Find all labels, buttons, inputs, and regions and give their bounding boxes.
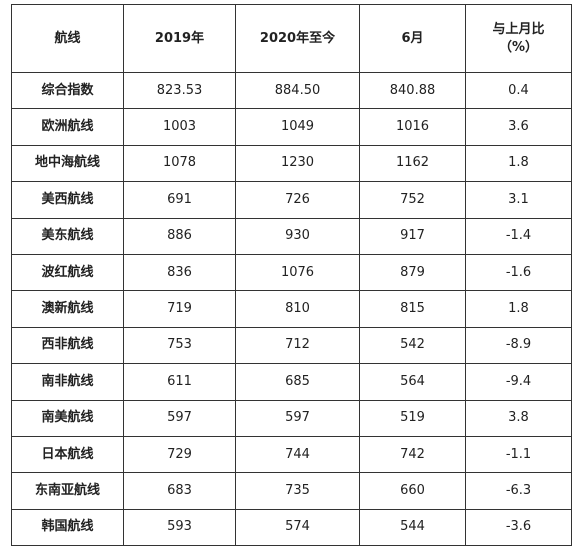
value-2020-to-date-cell: 726 <box>235 181 360 219</box>
route-cell: 美西航线 <box>11 181 124 219</box>
freight-index-table: 航线 2019年 2020年至今 6月 与上月比 （%） 综合指数 823.53 8… <box>11 4 572 547</box>
table-row: 美西航线 691 726 752 3.1 <box>11 181 572 219</box>
route-cell: 南美航线 <box>11 399 124 437</box>
value-june-cell: 840.88 <box>359 71 466 110</box>
mom-change-cell: -1.6 <box>465 253 572 292</box>
route-cell: 西非航线 <box>11 326 124 365</box>
table-row: 澳新航线 719 810 815 1.8 <box>11 290 572 328</box>
table-row: 南非航线 611 685 564 -9.4 <box>11 363 572 401</box>
route-cell: 波红航线 <box>11 253 124 292</box>
value-2020-to-date-cell: 810 <box>235 290 360 328</box>
table-row: 南美航线 597 597 519 3.8 <box>11 399 572 437</box>
value-june-cell: 917 <box>359 217 466 255</box>
mom-change-cell: 3.6 <box>465 108 572 146</box>
value-2020-to-date-cell: 685 <box>235 363 360 401</box>
mom-change-cell: 3.8 <box>465 399 572 437</box>
mom-change-cell: -6.3 <box>465 472 572 510</box>
mom-change-cell: -9.4 <box>465 363 572 401</box>
mom-change-cell: -1.1 <box>465 435 572 474</box>
value-2019-cell: 597 <box>123 399 236 437</box>
header-june: 6月 <box>359 4 466 73</box>
table-row: 地中海航线 1078 1230 1162 1.8 <box>11 144 572 183</box>
table-row: 日本航线 729 744 742 -1.1 <box>11 435 572 474</box>
table-row: 波红航线 836 1076 879 -1.6 <box>11 253 572 292</box>
table-row: 综合指数 823.53 884.50 840.88 0.4 <box>11 71 572 110</box>
table-row: 欧洲航线 1003 1049 1016 3.6 <box>11 108 572 146</box>
value-2020-to-date-cell: 735 <box>235 472 360 510</box>
value-2020-to-date-cell: 1049 <box>235 108 360 146</box>
value-2019-cell: 1003 <box>123 108 236 146</box>
value-2020-to-date-cell: 597 <box>235 399 360 437</box>
route-cell: 东南亚航线 <box>11 472 124 510</box>
value-2019-cell: 719 <box>123 290 236 328</box>
route-cell: 澳新航线 <box>11 290 124 328</box>
header-mom-change-unit: （%） <box>498 39 539 55</box>
value-2019-cell: 753 <box>123 326 236 365</box>
mom-change-cell: 0.4 <box>465 71 572 110</box>
route-cell: 欧洲航线 <box>11 108 124 146</box>
table-row: 美东航线 886 930 917 -1.4 <box>11 217 572 255</box>
value-2020-to-date-cell: 884.50 <box>235 71 360 110</box>
route-cell: 地中海航线 <box>11 144 124 183</box>
value-2019-cell: 823.53 <box>123 71 236 110</box>
value-2020-to-date-cell: 712 <box>235 326 360 365</box>
route-cell: 美东航线 <box>11 217 124 255</box>
header-2020-to-date: 2020年至今 <box>235 4 360 73</box>
value-2019-cell: 683 <box>123 472 236 510</box>
value-2020-to-date-cell: 1076 <box>235 253 360 292</box>
value-june-cell: 879 <box>359 253 466 292</box>
value-2019-cell: 593 <box>123 508 236 547</box>
table-row: 西非航线 753 712 542 -8.9 <box>11 326 572 365</box>
value-june-cell: 1162 <box>359 144 466 183</box>
value-june-cell: 544 <box>359 508 466 547</box>
header-row: 航线 2019年 2020年至今 6月 与上月比 （%） <box>11 4 572 73</box>
value-2019-cell: 1078 <box>123 144 236 183</box>
value-2020-to-date-cell: 574 <box>235 508 360 547</box>
value-june-cell: 815 <box>359 290 466 328</box>
value-june-cell: 564 <box>359 363 466 401</box>
mom-change-cell: 1.8 <box>465 290 572 328</box>
value-2019-cell: 729 <box>123 435 236 474</box>
value-june-cell: 742 <box>359 435 466 474</box>
value-june-cell: 1016 <box>359 108 466 146</box>
value-2020-to-date-cell: 1230 <box>235 144 360 183</box>
header-route: 航线 <box>11 4 124 73</box>
value-2020-to-date-cell: 744 <box>235 435 360 474</box>
route-cell: 南非航线 <box>11 363 124 401</box>
table-row: 韩国航线 593 574 544 -3.6 <box>11 508 572 547</box>
route-cell: 韩国航线 <box>11 508 124 547</box>
mom-change-cell: 1.8 <box>465 144 572 183</box>
value-2019-cell: 886 <box>123 217 236 255</box>
header-mom-change-label: 与上月比 <box>492 21 545 37</box>
value-june-cell: 542 <box>359 326 466 365</box>
value-2019-cell: 836 <box>123 253 236 292</box>
value-2020-to-date-cell: 930 <box>235 217 360 255</box>
table-body: 综合指数 823.53 884.50 840.88 0.4 欧洲航线 1003 1049 101… <box>11 71 572 547</box>
value-june-cell: 519 <box>359 399 466 437</box>
value-2019-cell: 691 <box>123 181 236 219</box>
mom-change-cell: -1.4 <box>465 217 572 255</box>
header-mom-change: 与上月比 （%） <box>465 4 572 73</box>
mom-change-cell: 3.1 <box>465 181 572 219</box>
mom-change-cell: -3.6 <box>465 508 572 547</box>
table-header: 航线 2019年 2020年至今 6月 与上月比 （%） <box>11 4 572 73</box>
header-2019: 2019年 <box>123 4 236 73</box>
route-cell: 日本航线 <box>11 435 124 474</box>
route-cell: 综合指数 <box>11 71 124 110</box>
mom-change-cell: -8.9 <box>465 326 572 365</box>
table-row: 东南亚航线 683 735 660 -6.3 <box>11 472 572 510</box>
value-june-cell: 660 <box>359 472 466 510</box>
value-2019-cell: 611 <box>123 363 236 401</box>
value-june-cell: 752 <box>359 181 466 219</box>
